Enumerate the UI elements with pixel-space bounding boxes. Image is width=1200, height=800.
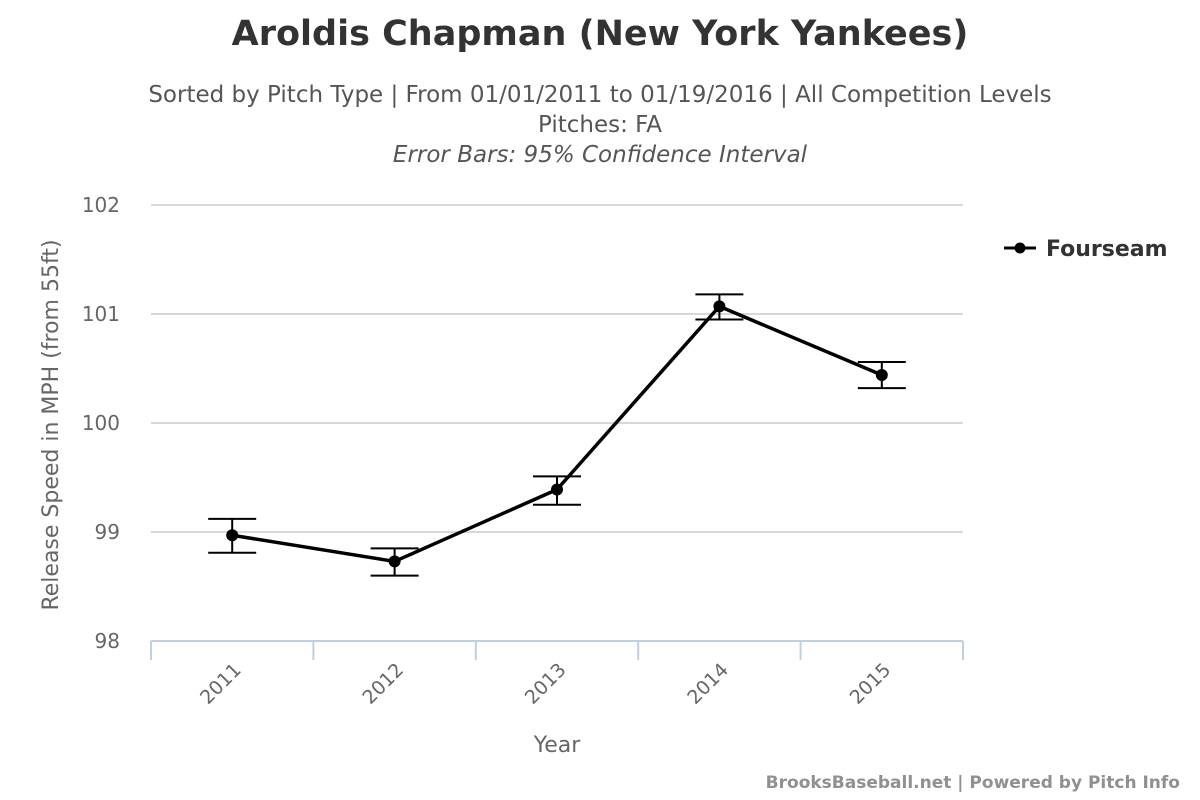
x-tick-label: 2014 bbox=[683, 659, 733, 709]
data-point[interactable] bbox=[388, 555, 401, 568]
chart-subtitle-error-bars: Error Bars: 95% Confidence Interval bbox=[392, 142, 808, 168]
chart-subtitle-filters: Sorted by Pitch Type | From 01/01/2011 t… bbox=[148, 82, 1052, 108]
data-point[interactable] bbox=[875, 369, 888, 382]
x-axis-ticks: 2011 2012 2013 2014 2015 bbox=[150, 641, 964, 709]
data-point[interactable] bbox=[226, 529, 239, 542]
x-tick-label: 2013 bbox=[521, 659, 571, 709]
x-axis-title: Year bbox=[533, 733, 582, 758]
y-tick-label: 102 bbox=[82, 193, 120, 217]
x-tick-label: 2012 bbox=[358, 659, 408, 709]
legend[interactable]: Fourseam bbox=[1004, 237, 1168, 262]
credits[interactable]: BrooksBaseball.net | Powered by Pitch In… bbox=[765, 773, 1180, 793]
y-tick-label: 98 bbox=[95, 629, 120, 653]
series-line-fourseam bbox=[231, 304, 883, 564]
series-layer bbox=[208, 293, 906, 577]
y-tick-label: 99 bbox=[95, 520, 120, 544]
chart-title: Aroldis Chapman (New York Yankees) bbox=[231, 14, 969, 54]
data-point[interactable] bbox=[713, 300, 726, 313]
y-axis-title: Release Speed in MPH (from 55ft) bbox=[39, 239, 64, 610]
x-tick-label: 2011 bbox=[196, 659, 246, 709]
y-tick-label: 100 bbox=[82, 411, 120, 435]
y-axis-ticks: 98 99 100 101 102 bbox=[82, 193, 120, 653]
legend-marker-swatch bbox=[1014, 242, 1026, 254]
legend-item-fourseam[interactable]: Fourseam bbox=[1046, 237, 1168, 262]
x-tick-label: 2015 bbox=[846, 659, 896, 709]
grid-lines bbox=[151, 204, 963, 533]
y-tick-label: 101 bbox=[82, 302, 120, 326]
data-point[interactable] bbox=[551, 483, 563, 496]
chart-subtitle-pitches: Pitches: FA bbox=[537, 112, 663, 138]
